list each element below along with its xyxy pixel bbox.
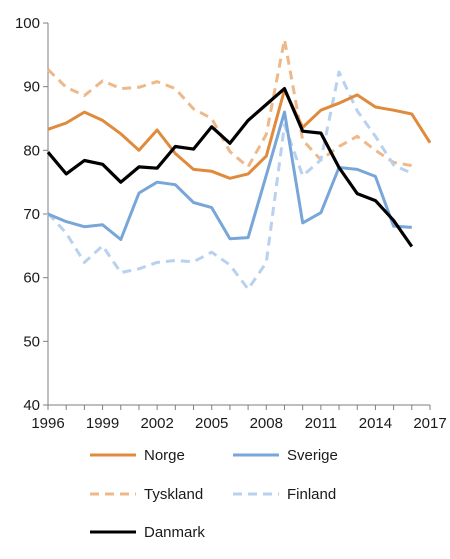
y-tick-label: 60 <box>23 270 40 287</box>
series-line-tyskland <box>46 38 413 169</box>
legend-label-norge: Norge <box>144 447 185 464</box>
x-tick-label: 2014 <box>359 415 392 432</box>
y-tick-label: 70 <box>23 206 40 223</box>
y-tick-label: 100 <box>15 15 40 32</box>
x-tick-label: 1996 <box>31 415 64 432</box>
y-tick-label: 80 <box>23 142 40 159</box>
legend: Norge Sverige Tyskland Finland Danmark <box>90 447 338 541</box>
series-line-sverige <box>47 110 412 241</box>
x-tick-label: 2017 <box>413 415 446 432</box>
y-tick-label: 90 <box>23 79 40 96</box>
y-axis: 40 50 60 70 80 90 100 <box>15 15 49 414</box>
legend-label-tyskland: Tyskland <box>144 486 203 503</box>
y-tick-label: 50 <box>23 333 40 350</box>
x-tick-label: 2005 <box>195 415 228 432</box>
x-tick-label: 1999 <box>86 415 119 432</box>
x-tick-label: 2008 <box>250 415 283 432</box>
legend-label-finland: Finland <box>287 486 336 503</box>
x-axis: 1996 1999 2002 2005 2008 2011 2014 2017 <box>31 404 447 432</box>
x-tick-label: 2011 <box>305 415 337 432</box>
series-line-danmark <box>46 86 414 248</box>
legend-label-sverige: Sverige <box>287 447 338 464</box>
series-lines <box>46 38 432 291</box>
series-line-finland <box>46 70 413 291</box>
y-tick-label: 40 <box>23 397 40 414</box>
series-line-norge <box>47 88 432 180</box>
x-tick-label: 2002 <box>140 415 173 432</box>
legend-label-danmark: Danmark <box>144 524 205 541</box>
